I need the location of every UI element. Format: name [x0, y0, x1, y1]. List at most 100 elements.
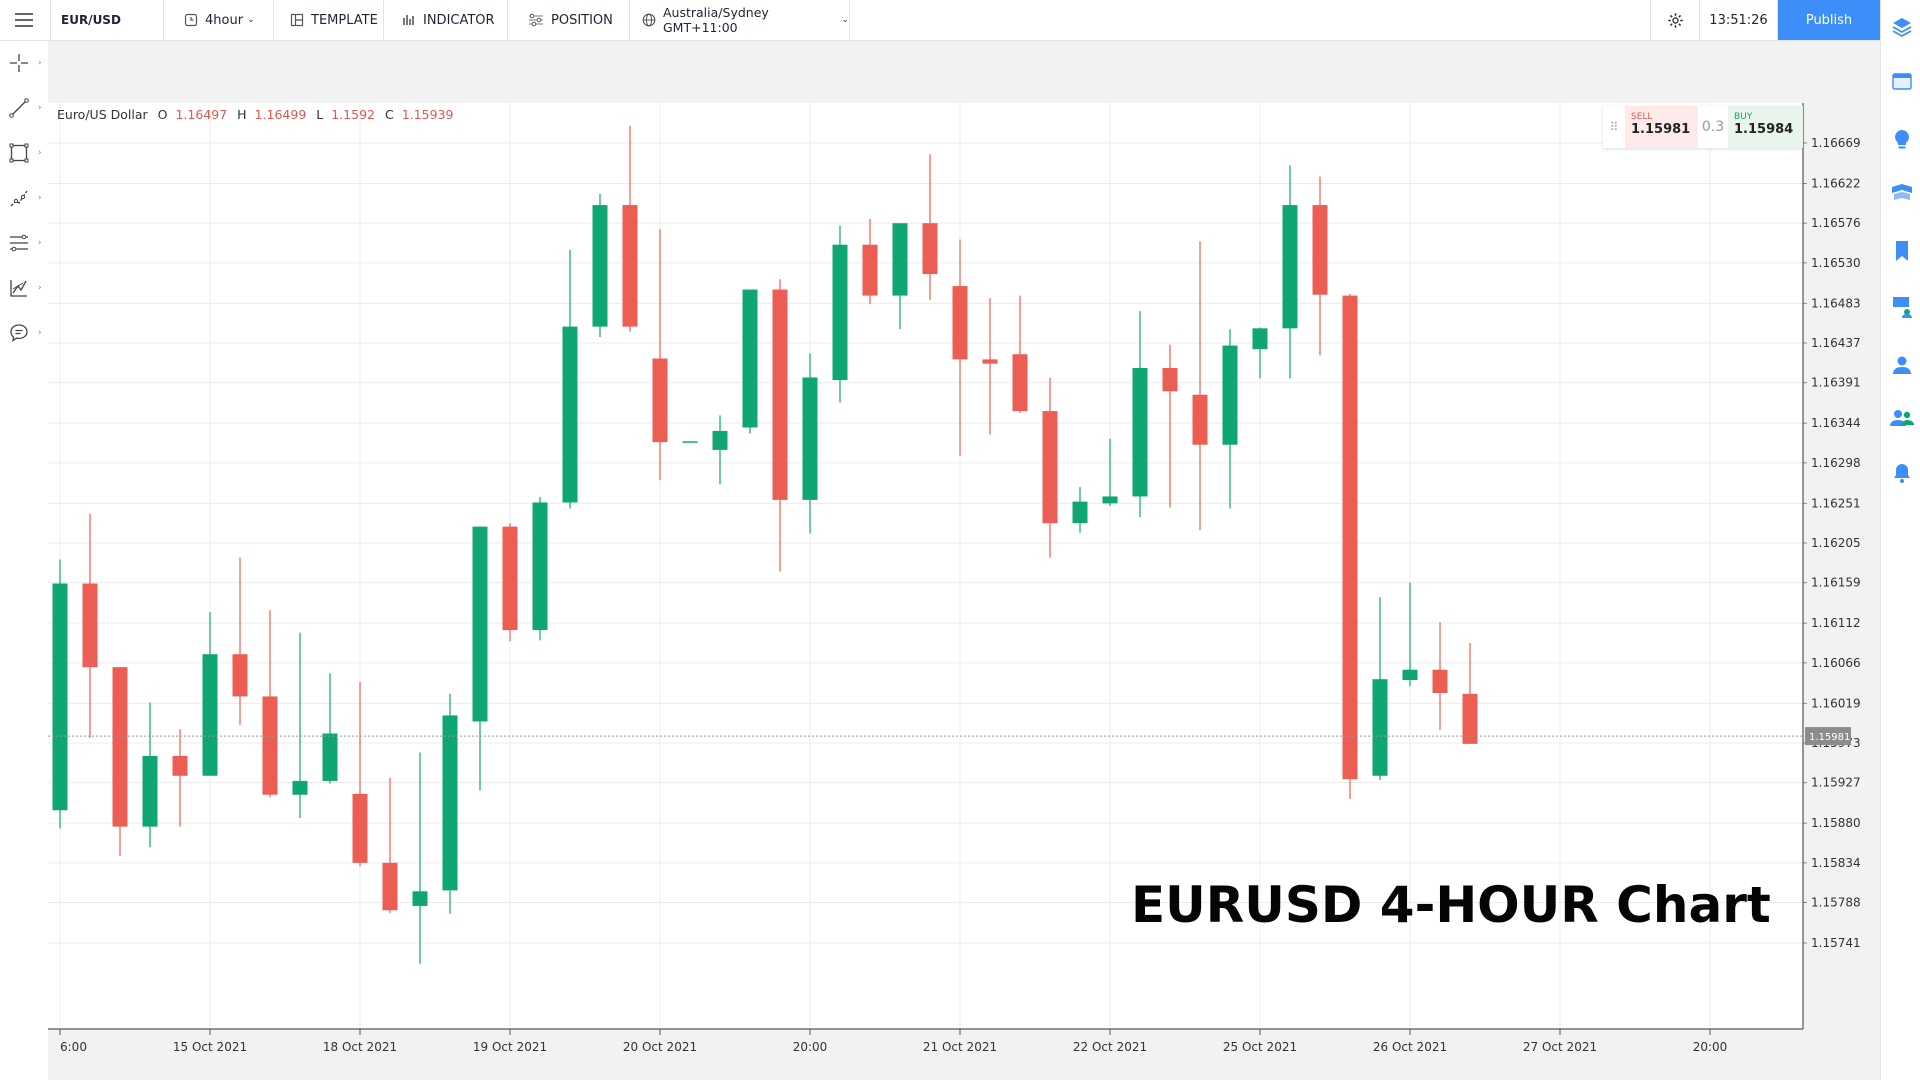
y-tick-label: 1.15927: [1811, 776, 1861, 790]
screen-button[interactable]: [1889, 294, 1915, 320]
candle-body: [142, 755, 158, 827]
candle-body: [412, 891, 428, 906]
candle-body: [202, 654, 218, 776]
low-label: L: [316, 107, 324, 122]
candle-body: [592, 205, 608, 327]
chevron-right-icon: ›: [38, 193, 42, 203]
trend-line-tool[interactable]: ›: [8, 91, 42, 125]
candle-body: [562, 326, 578, 503]
chart-area[interactable]: 1.16669 1.16622 1.16576 1.16530 1.16483 1.164…: [48, 41, 1880, 1080]
candle: [592, 193, 608, 337]
candle-body: [892, 223, 908, 296]
y-tick-label: 1.16019: [1811, 696, 1861, 710]
y-tick-label: 1.16112: [1811, 616, 1861, 630]
spread-value: 0.3: [1701, 119, 1725, 135]
timeframe-label: 4hour: [205, 12, 244, 28]
position-icon: [528, 13, 544, 27]
clock-display: 13:51:26: [1700, 0, 1778, 40]
calendar-button[interactable]: [1889, 68, 1915, 94]
chevron-right-icon: ›: [38, 103, 42, 113]
candle: [412, 752, 428, 964]
community-button[interactable]: [1889, 405, 1915, 431]
candle-body: [622, 205, 638, 327]
brush-tool[interactable]: ›: [8, 181, 42, 215]
candle: [1342, 293, 1358, 800]
candle-body: [1042, 411, 1058, 524]
crosshair-tool[interactable]: ›: [8, 46, 42, 80]
candle: [772, 279, 788, 572]
candle-body: [1372, 679, 1388, 776]
publish-label: Publish: [1805, 12, 1853, 28]
crosshair-icon: [10, 54, 28, 72]
symbol-input[interactable]: EUR/USD: [50, 0, 164, 40]
candle-body: [1102, 496, 1118, 504]
candle-body: [802, 377, 818, 500]
timeframe-dropdown[interactable]: 4hour ⌄: [164, 0, 274, 40]
timezone-dropdown[interactable]: Australia/Sydney GMT+11:00 ⌄: [630, 0, 850, 40]
candle: [322, 673, 338, 784]
publish-button[interactable]: Publish: [1778, 0, 1880, 40]
news-button[interactable]: [1889, 180, 1915, 206]
x-tick-label: 22 Oct 2021: [1073, 1040, 1147, 1054]
template-button[interactable]: TEMPLATE: [274, 0, 384, 40]
candle: [892, 223, 908, 330]
chevron-right-icon: ›: [38, 58, 42, 68]
candle-body: [1132, 368, 1148, 497]
buy-button[interactable]: BUY 1.15984: [1728, 106, 1803, 148]
candle-body: [292, 780, 308, 795]
ohlc-legend: Euro/US Dollar O 1.16497 H 1.16499 L 1.1592 C 1.…: [57, 107, 453, 122]
profile-button[interactable]: [1889, 352, 1915, 378]
close-value: 1.15939: [401, 107, 454, 122]
x-tick-label: 25 Oct 2021: [1223, 1040, 1297, 1054]
bell-icon: [1894, 464, 1910, 483]
y-tick-label: 1.15834: [1811, 856, 1861, 870]
drag-handle-icon[interactable]: ⠿: [1609, 120, 1619, 134]
candle: [742, 289, 758, 434]
y-tick-label: 1.16066: [1811, 656, 1861, 670]
candlestick-chart[interactable]: 1.16669 1.16622 1.16576 1.16530 1.16483 1.164…: [48, 41, 1880, 1080]
layers-icon: [1892, 18, 1912, 38]
comment-tool[interactable]: ›: [8, 316, 42, 350]
low-value: 1.1592: [331, 107, 375, 122]
sell-button[interactable]: SELL 1.15981: [1625, 106, 1698, 148]
settings-button[interactable]: [1650, 0, 1700, 40]
candle-body: [472, 526, 488, 722]
layers-button[interactable]: [1889, 14, 1915, 40]
sell-label: SELL: [1631, 112, 1653, 122]
candle-body: [982, 359, 998, 364]
x-tick-label: 19 Oct 2021: [473, 1040, 547, 1054]
indicator-button[interactable]: INDICATOR: [384, 0, 508, 40]
screen-icon: [1893, 297, 1912, 318]
sell-price: 1.15981: [1631, 122, 1691, 137]
candle: [382, 777, 398, 913]
y-tick-label: 1.16530: [1811, 256, 1861, 270]
position-button[interactable]: POSITION: [508, 0, 630, 40]
candle: [1282, 165, 1298, 379]
timezone-label: Australia/Sydney GMT+11:00: [663, 5, 769, 35]
candle-body: [532, 502, 548, 631]
alerts-button[interactable]: [1889, 460, 1915, 486]
candle-body: [1252, 328, 1268, 350]
x-tick-label: 26 Oct 2021: [1373, 1040, 1447, 1054]
hamburger-icon: [15, 13, 33, 27]
candle: [232, 557, 248, 725]
idea-button[interactable]: [1889, 127, 1915, 153]
y-tick-label: 1.16344: [1811, 416, 1861, 430]
y-tick-label: 1.16437: [1811, 336, 1861, 350]
candle-body: [952, 286, 968, 360]
candle-body: [112, 667, 128, 827]
candle: [472, 526, 488, 791]
menu-button[interactable]: [0, 0, 48, 40]
candle: [712, 415, 728, 485]
candle-body: [1312, 205, 1328, 295]
bookmark-button[interactable]: [1889, 238, 1915, 264]
rectangle-tool[interactable]: ›: [8, 136, 42, 170]
candle: [262, 610, 278, 798]
x-tick-label: 20:00: [1693, 1040, 1728, 1054]
fib-tool[interactable]: ›: [8, 226, 42, 260]
candle: [1402, 582, 1418, 687]
candle-body: [172, 755, 188, 776]
candle-body: [82, 583, 98, 668]
flag-icon: [1892, 184, 1912, 200]
pattern-tool[interactable]: ›: [8, 271, 42, 305]
